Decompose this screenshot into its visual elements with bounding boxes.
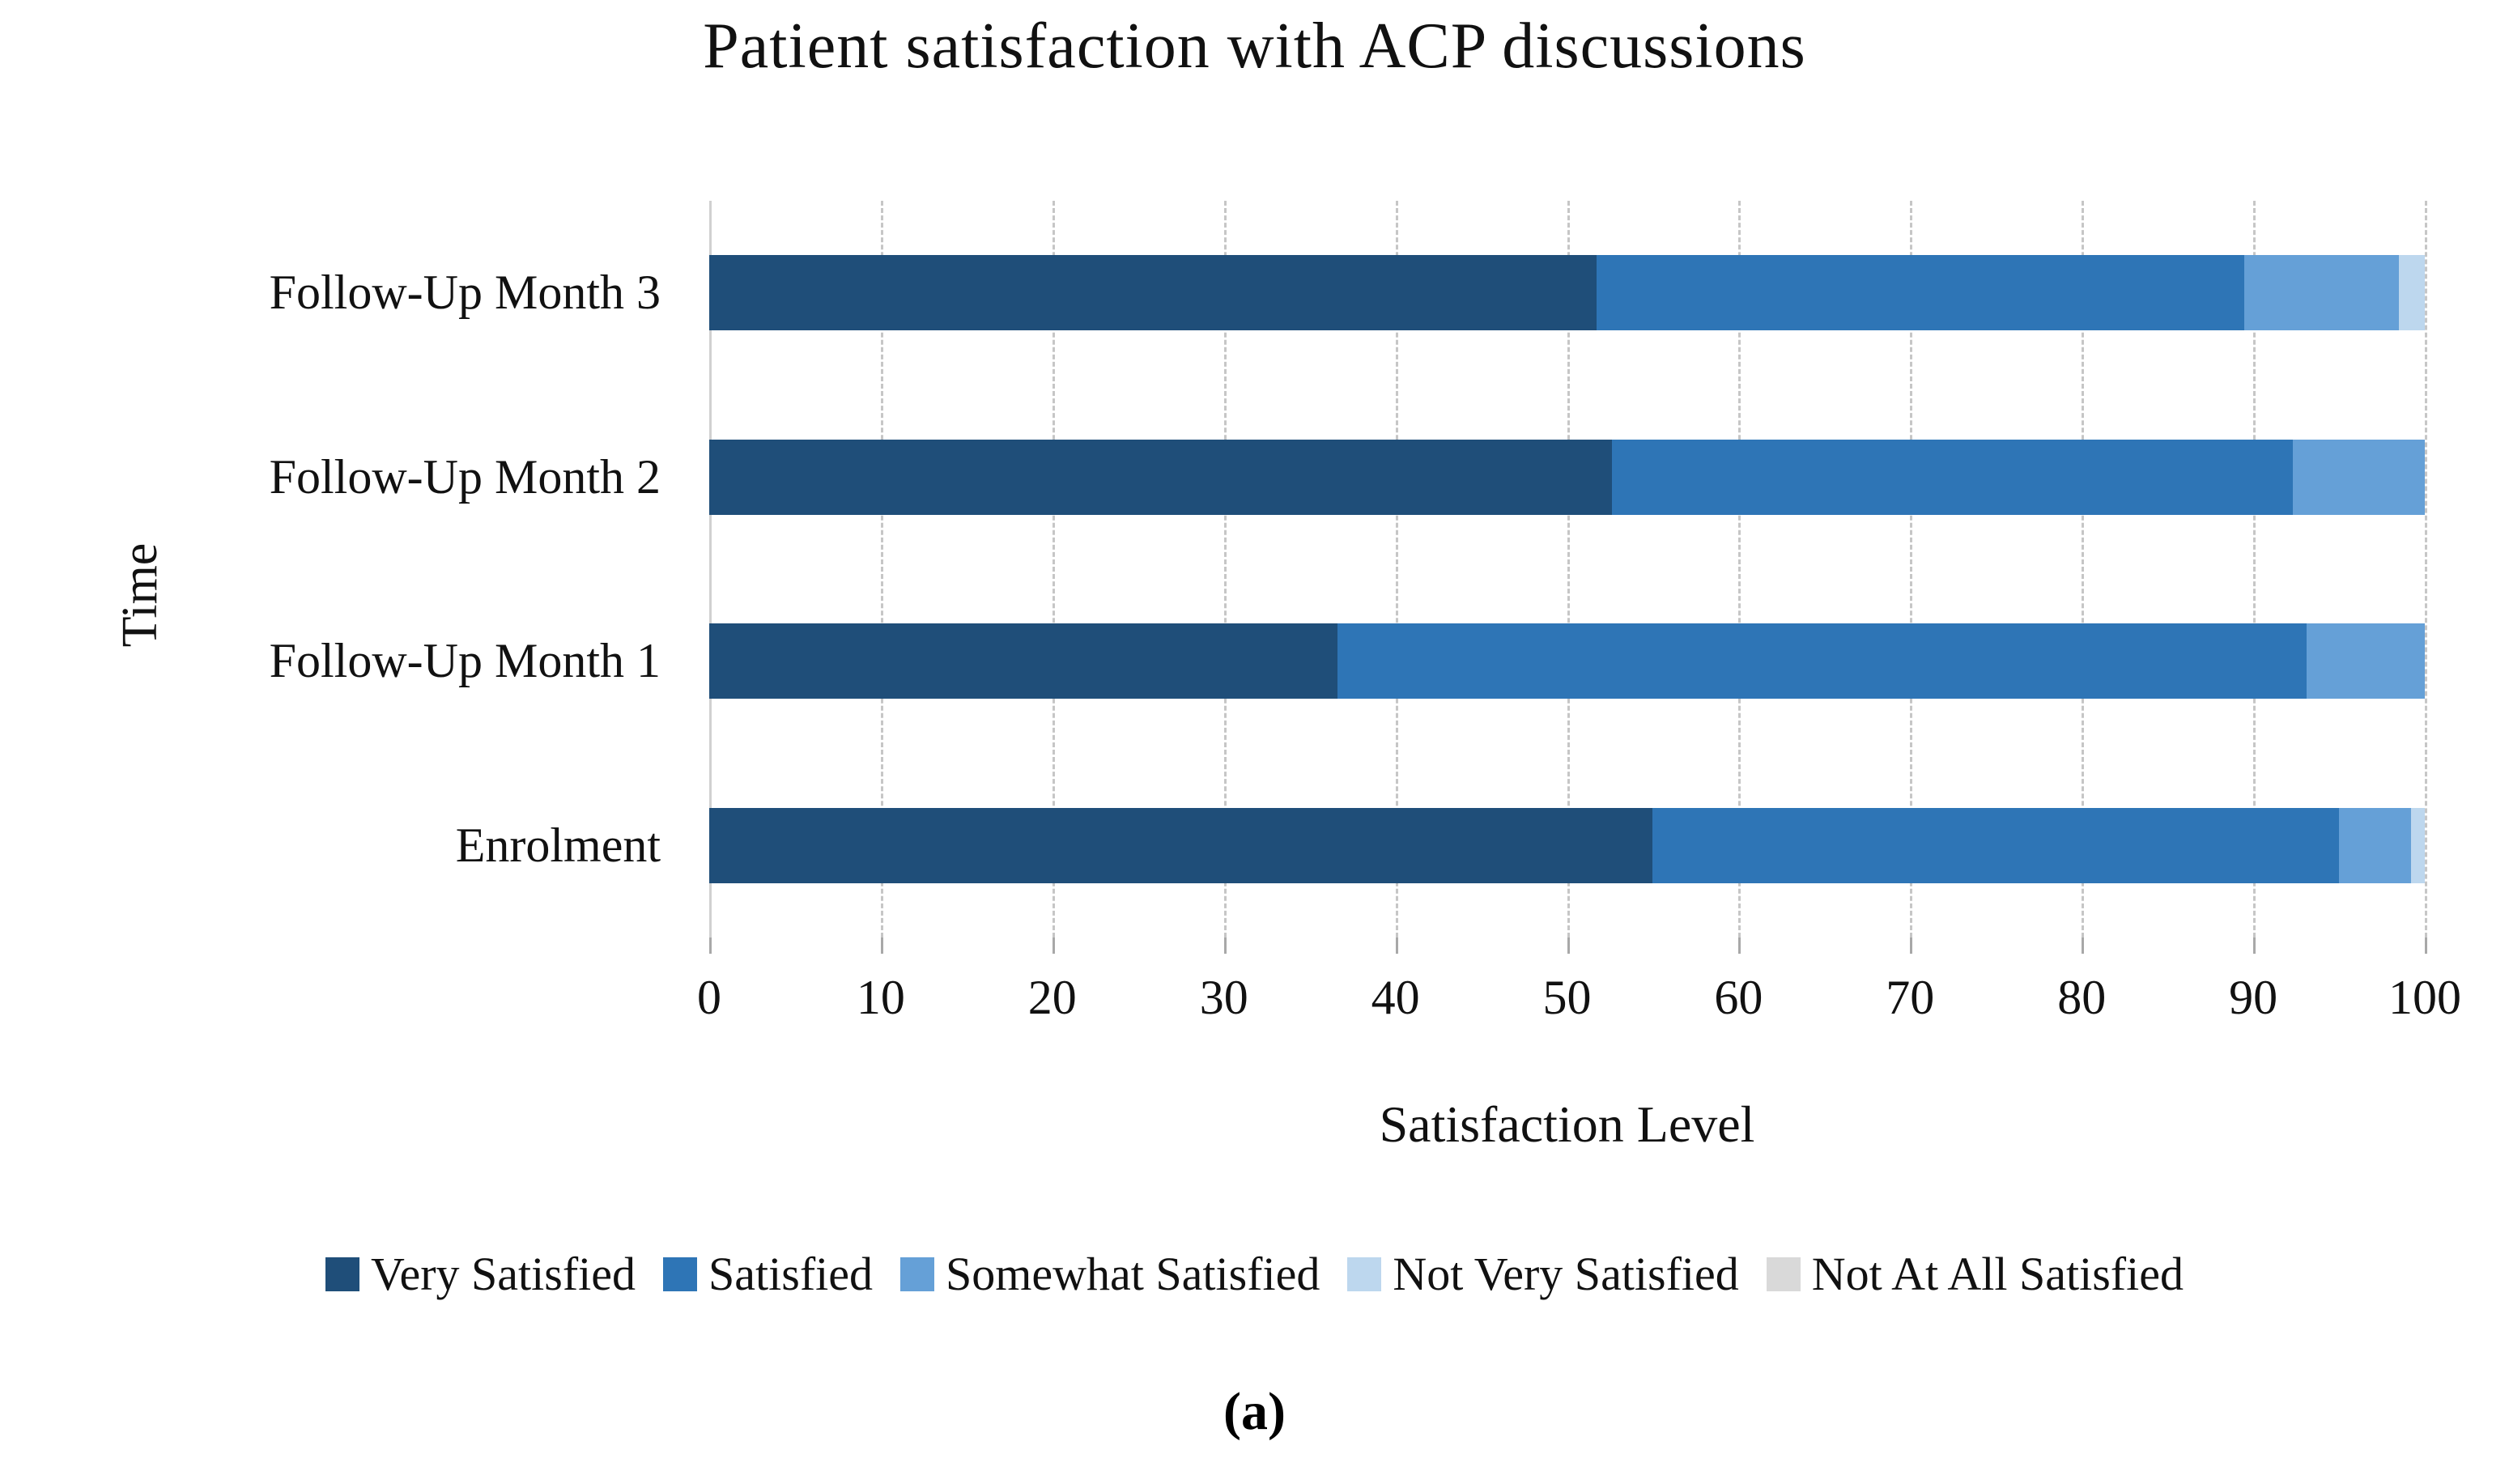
x-tick-label: 70 <box>1886 971 1935 1024</box>
x-axis-title: Satisfaction Level <box>1379 1095 1755 1153</box>
gridline-x-0 <box>709 201 712 938</box>
x-tick-mark <box>1223 938 1227 954</box>
legend-item: Not At All Satisfied <box>1766 1247 2184 1301</box>
x-tick-mark <box>2253 938 2256 954</box>
legend: Very Satisfied Satisfied Somewhat Satisfie… <box>0 1247 2509 1301</box>
bar-segment <box>709 623 1337 699</box>
bar-segment <box>1652 807 2340 883</box>
x-tick-mark <box>1567 938 1570 954</box>
chart-title: Patient satisfaction with ACP discussion… <box>703 11 1806 82</box>
gridline-x-50 <box>1567 201 1570 938</box>
gridline-x-40 <box>1395 201 1398 938</box>
bar-segment <box>2306 623 2425 699</box>
category-label: Follow-Up Month 1 <box>269 634 661 688</box>
bar-segment <box>709 439 1612 515</box>
legend-swatch-icon <box>663 1257 698 1291</box>
plot-area <box>709 201 2427 938</box>
x-tick-label: 40 <box>1371 971 1420 1024</box>
category-label: Follow-Up Month 3 <box>269 266 661 320</box>
figure-caption: (a) <box>1223 1382 1286 1441</box>
bar-segment <box>2339 807 2412 883</box>
y-axis-title: Time <box>113 542 168 648</box>
category-label: Follow-Up Month 2 <box>269 449 661 504</box>
x-tick-label: 100 <box>2388 971 2461 1024</box>
legend-swatch-icon <box>900 1257 934 1291</box>
gridline-x-90 <box>2253 201 2256 938</box>
bar-segment <box>709 255 1597 331</box>
bar-segment <box>2399 255 2425 331</box>
x-tick-mark <box>1738 938 1741 954</box>
gridline-x-30 <box>1223 201 1227 938</box>
legend-swatch-icon <box>1347 1257 1382 1291</box>
bar-row-2 <box>709 439 2425 515</box>
x-tick-mark <box>2082 938 2085 954</box>
x-tick-label: 60 <box>1714 971 1763 1024</box>
bar-row-1 <box>709 255 2425 331</box>
legend-item: Not Very Satisfied <box>1347 1247 1739 1301</box>
bar-segment <box>2244 255 2400 331</box>
x-tick-label: 80 <box>2057 971 2107 1024</box>
gridline-x-60 <box>1738 201 1741 938</box>
x-tick-label: 90 <box>2229 971 2278 1024</box>
gridline-x-100 <box>2425 201 2427 938</box>
legend-label: Satisfied <box>708 1248 873 1300</box>
bar-segment <box>2292 439 2425 515</box>
x-tick-label: 20 <box>1027 971 1077 1024</box>
y-category-labels: Follow-Up Month 3 Follow-Up Month 2 Follow… <box>0 201 685 938</box>
legend-label: Not At All Satisfied <box>1811 1248 2184 1300</box>
legend-label: Somewhat Satisfied <box>946 1248 1320 1300</box>
bar-segment <box>1596 255 2245 331</box>
x-tick-label: 0 <box>697 971 721 1024</box>
x-tick-mark <box>1910 938 1913 954</box>
x-tick-mark <box>709 938 712 954</box>
legend-item: Satisfied <box>663 1247 873 1301</box>
x-tick-label: 30 <box>1199 971 1248 1024</box>
bar-segment <box>2411 807 2425 883</box>
bar-segment <box>1611 439 2293 515</box>
legend-swatch-icon <box>325 1257 360 1291</box>
x-tick-label: 50 <box>1542 971 1592 1024</box>
x-tick-mark <box>880 938 883 954</box>
legend-label: Not Very Satisfied <box>1393 1248 1739 1300</box>
x-tick-mark <box>1395 938 1398 954</box>
x-tick-mark <box>2425 938 2427 954</box>
legend-swatch-icon <box>1766 1257 1801 1291</box>
gridline-x-70 <box>1910 201 1913 938</box>
bar-row-4 <box>709 807 2425 883</box>
bar-row-3 <box>709 623 2425 699</box>
legend-item: Very Satisfied <box>325 1247 636 1301</box>
legend-item: Somewhat Satisfied <box>900 1247 1320 1301</box>
bar-segment <box>709 807 1653 883</box>
category-label: Enrolment <box>455 818 661 872</box>
legend-label: Very Satisfied <box>371 1248 636 1300</box>
gridline-x-20 <box>1052 201 1055 938</box>
bar-segment <box>1337 623 2307 699</box>
x-tick-label: 10 <box>856 971 905 1024</box>
gridline-x-80 <box>2082 201 2085 938</box>
gridline-x-10 <box>880 201 883 938</box>
x-tick-mark <box>1052 938 1055 954</box>
